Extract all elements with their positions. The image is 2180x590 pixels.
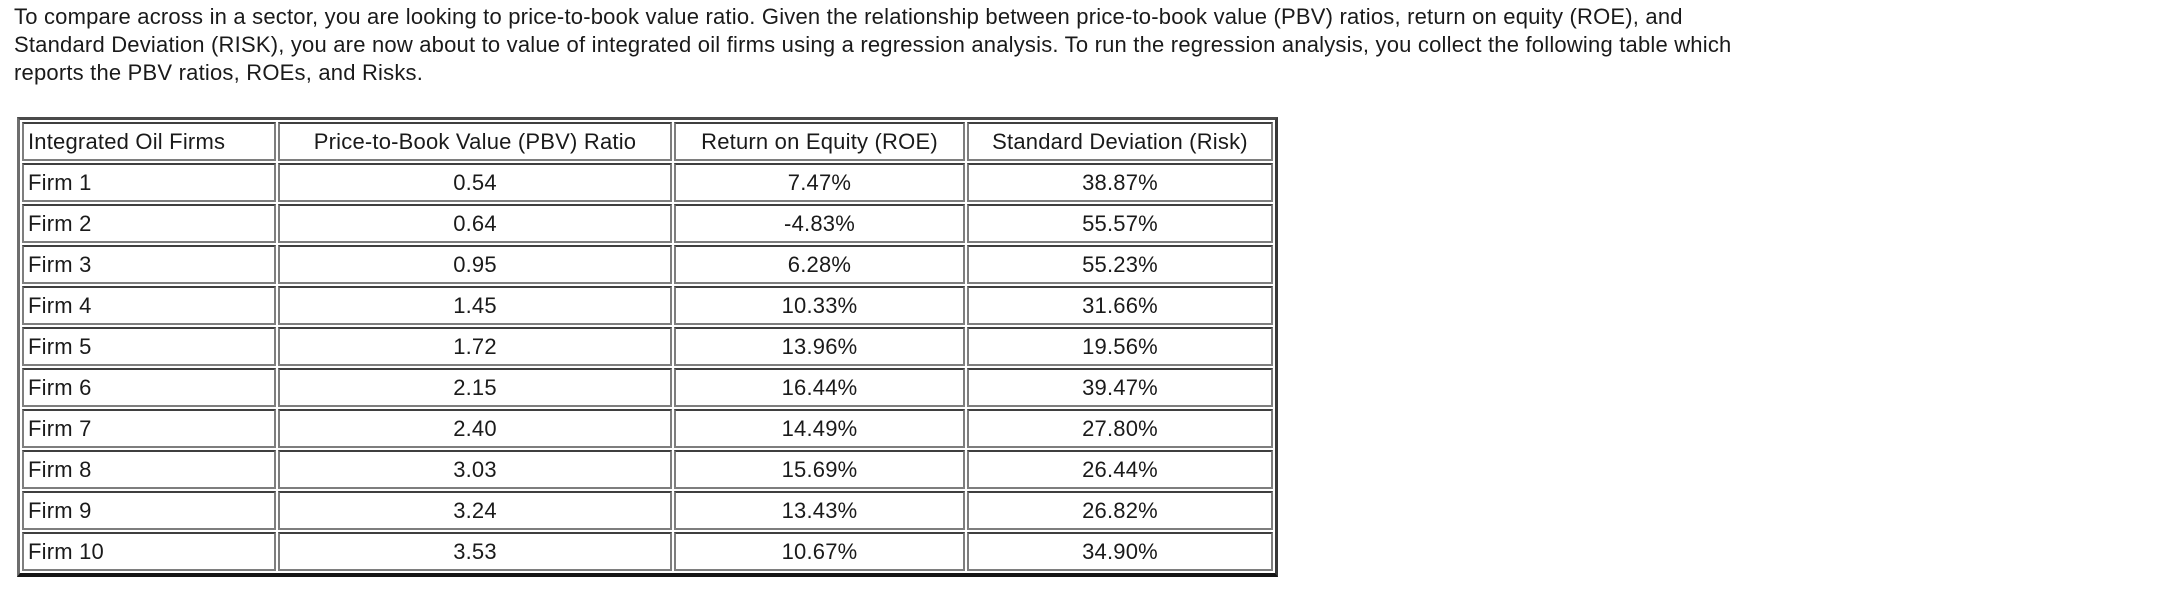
cell-pbv: 1.72 xyxy=(278,327,672,366)
cell-risk: 31.66% xyxy=(967,286,1273,325)
firms-data-table: Integrated Oil Firms Price-to-Book Value… xyxy=(17,117,1278,577)
problem-statement: To compare across in a sector, you are l… xyxy=(14,3,2166,87)
cell-firm: Firm 1 xyxy=(22,163,276,202)
cell-roe: 14.49% xyxy=(674,409,965,448)
cell-pbv: 0.64 xyxy=(278,204,672,243)
cell-risk: 38.87% xyxy=(967,163,1273,202)
cell-firm: Firm 3 xyxy=(22,245,276,284)
table-header-row: Integrated Oil Firms Price-to-Book Value… xyxy=(22,122,1273,161)
table-row: Firm 6 2.15 16.44% 39.47% xyxy=(22,368,1273,407)
cell-roe: 13.43% xyxy=(674,491,965,530)
table-row: Firm 2 0.64 -4.83% 55.57% xyxy=(22,204,1273,243)
column-header-pbv: Price-to-Book Value (PBV) Ratio xyxy=(278,122,672,161)
cell-risk: 26.44% xyxy=(967,450,1273,489)
table-row: Firm 4 1.45 10.33% 31.66% xyxy=(22,286,1273,325)
cell-firm: Firm 4 xyxy=(22,286,276,325)
cell-risk: 27.80% xyxy=(967,409,1273,448)
cell-pbv: 2.40 xyxy=(278,409,672,448)
column-header-roe: Return on Equity (ROE) xyxy=(674,122,965,161)
cell-pbv: 2.15 xyxy=(278,368,672,407)
cell-roe: 16.44% xyxy=(674,368,965,407)
table-row: Firm 8 3.03 15.69% 26.44% xyxy=(22,450,1273,489)
cell-risk: 39.47% xyxy=(967,368,1273,407)
cell-risk: 19.56% xyxy=(967,327,1273,366)
cell-pbv: 3.03 xyxy=(278,450,672,489)
cell-pbv: 1.45 xyxy=(278,286,672,325)
cell-firm: Firm 8 xyxy=(22,450,276,489)
table-row: Firm 9 3.24 13.43% 26.82% xyxy=(22,491,1273,530)
problem-statement-line: reports the PBV ratios, ROEs, and Risks. xyxy=(14,60,424,85)
cell-roe: 6.28% xyxy=(674,245,965,284)
cell-firm: Firm 10 xyxy=(22,532,276,571)
cell-risk: 34.90% xyxy=(967,532,1273,571)
cell-roe: 15.69% xyxy=(674,450,965,489)
cell-roe: -4.83% xyxy=(674,204,965,243)
cell-risk: 55.57% xyxy=(967,204,1273,243)
cell-firm: Firm 7 xyxy=(22,409,276,448)
cell-risk: 55.23% xyxy=(967,245,1273,284)
firms-table-body: Integrated Oil Firms Price-to-Book Value… xyxy=(22,122,1273,571)
problem-statement-line: Standard Deviation (RISK), you are now a… xyxy=(14,32,1732,57)
table-row: Firm 7 2.40 14.49% 27.80% xyxy=(22,409,1273,448)
table-row: Firm 10 3.53 10.67% 34.90% xyxy=(22,532,1273,571)
column-header-risk: Standard Deviation (Risk) xyxy=(967,122,1273,161)
table-row: Firm 1 0.54 7.47% 38.87% xyxy=(22,163,1273,202)
cell-roe: 13.96% xyxy=(674,327,965,366)
cell-firm: Firm 2 xyxy=(22,204,276,243)
cell-roe: 7.47% xyxy=(674,163,965,202)
cell-roe: 10.33% xyxy=(674,286,965,325)
cell-firm: Firm 9 xyxy=(22,491,276,530)
cell-firm: Firm 5 xyxy=(22,327,276,366)
table-row: Firm 3 0.95 6.28% 55.23% xyxy=(22,245,1273,284)
cell-pbv: 0.54 xyxy=(278,163,672,202)
column-header-firms: Integrated Oil Firms xyxy=(22,122,276,161)
cell-firm: Firm 6 xyxy=(22,368,276,407)
cell-pbv: 3.24 xyxy=(278,491,672,530)
cell-risk: 26.82% xyxy=(967,491,1273,530)
problem-statement-line: To compare across in a sector, you are l… xyxy=(14,4,1683,29)
cell-pbv: 0.95 xyxy=(278,245,672,284)
cell-pbv: 3.53 xyxy=(278,532,672,571)
table-row: Firm 5 1.72 13.96% 19.56% xyxy=(22,327,1273,366)
cell-roe: 10.67% xyxy=(674,532,965,571)
